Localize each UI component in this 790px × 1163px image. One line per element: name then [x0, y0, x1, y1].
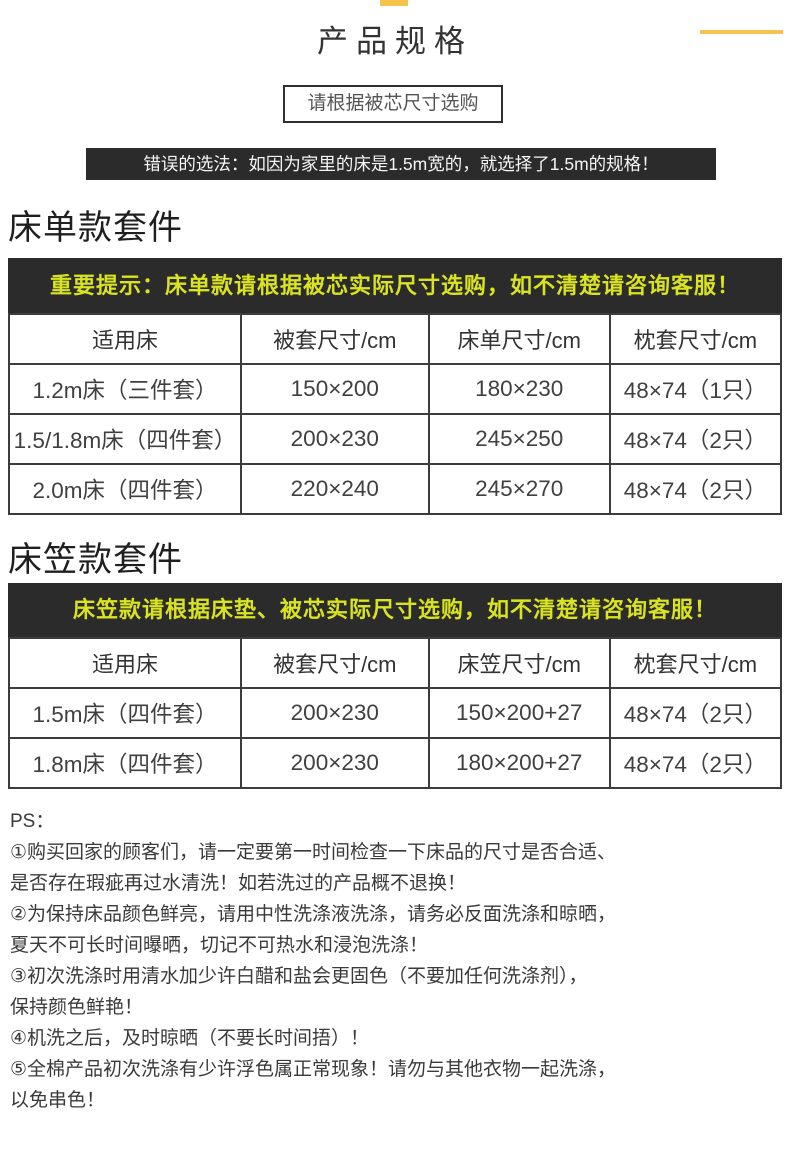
ps-line: 保持颜色鲜艳！ [10, 997, 144, 1018]
col-header-pillowcase: 枕套尺寸/cm [608, 313, 783, 365]
cell-fitted: 180×200+27 [427, 737, 611, 789]
ps-line: 夏天不可长时间曝晒，切记不可热水和浸泡洗涤！ [10, 935, 429, 956]
cell-bed: 1.5m床（四件套） [8, 687, 242, 739]
cell-fitted: 150×200+27 [427, 687, 611, 739]
cell-pillow: 48×74（2只） [608, 737, 783, 789]
table-row: 2.0m床（四件套） 220×240 245×270 48×74（2只） [8, 463, 783, 515]
cell-bed: 1.8m床（四件套） [8, 737, 242, 789]
table-row: 1.8m床（四件套） 200×230 180×200+27 48×74（2只） [8, 737, 783, 789]
sheet-section-notice: 重要提示：床单款请根据被芯实际尺寸选购，如不清楚请咨询客服！ [8, 258, 782, 313]
cell-sheet: 245×250 [427, 413, 611, 465]
ps-line: 是否存在瑕疵再过水清洗！如若洗过的产品概不退换！ [10, 873, 467, 894]
table-row: 1.5m床（四件套） 200×230 150×200+27 48×74（2只） [8, 687, 783, 739]
col-header-bed: 适用床 [8, 313, 242, 365]
col-header-duvet-cover: 被套尺寸/cm [239, 637, 430, 689]
fitted-spec-table: 适用床 被套尺寸/cm 床笠尺寸/cm 枕套尺寸/cm 1.5m床（四件套） 2… [8, 637, 783, 789]
cell-duvet: 200×230 [239, 737, 430, 789]
ps-line: ④机洗之后，及时晾晒（不要长时间捂）！ [10, 1028, 370, 1049]
title-accent-line [700, 30, 783, 34]
wrong-choice-banner: 错误的选法：如因为家里的床是1.5m宽的，就选择了1.5m的规格！ [86, 148, 716, 180]
sheet-section-heading: 床单款套件 [8, 209, 183, 247]
col-header-pillowcase: 枕套尺寸/cm [608, 637, 783, 689]
cell-pillow: 48×74（2只） [608, 687, 783, 739]
cell-duvet: 150×200 [239, 363, 430, 415]
fitted-section-notice: 床笠款请根据床垫、被芯实际尺寸选购，如不清楚请咨询客服！ [8, 583, 782, 637]
cell-sheet: 180×230 [427, 363, 611, 415]
cell-bed: 1.5/1.8m床（四件套） [8, 413, 242, 465]
table-row: 1.2m床（三件套） 150×200 180×230 48×74（1只） [8, 363, 783, 415]
table-row: 1.5/1.8m床（四件套） 200×230 245×250 48×74（2只） [8, 413, 783, 465]
ps-line: ①购买回家的顾客们，请一定要第一时间检查一下床品的尺寸是否合适、 [10, 842, 617, 863]
cell-bed: 2.0m床（四件套） [8, 463, 242, 515]
fitted-section-heading: 床笠款套件 [8, 541, 183, 579]
ps-line: 以免串色！ [10, 1090, 106, 1111]
ps-notes: PS： ①购买回家的顾客们，请一定要第一时间检查一下床品的尺寸是否合适、 是否存… [10, 806, 780, 1116]
cell-pillow: 48×74（2只） [608, 463, 783, 515]
sheet-spec-table: 适用床 被套尺寸/cm 床单尺寸/cm 枕套尺寸/cm 1.2m床（三件套） 1… [8, 313, 783, 515]
cell-duvet: 200×230 [239, 413, 430, 465]
col-header-sheet-size: 床单尺寸/cm [427, 313, 611, 365]
cell-pillow: 48×74（2只） [608, 413, 783, 465]
page-title: 产品规格 [317, 24, 473, 59]
table-header-row: 适用床 被套尺寸/cm 床单尺寸/cm 枕套尺寸/cm [8, 313, 783, 365]
ps-label: PS： [10, 811, 55, 832]
cell-duvet: 200×230 [239, 687, 430, 739]
col-header-duvet-cover: 被套尺寸/cm [239, 313, 430, 365]
title-accent-dash [380, 0, 408, 6]
cell-duvet: 220×240 [239, 463, 430, 515]
table-header-row: 适用床 被套尺寸/cm 床笠尺寸/cm 枕套尺寸/cm [8, 637, 783, 689]
cell-sheet: 245×270 [427, 463, 611, 515]
intro-tip-box: 请根据被芯尺寸选购 [283, 85, 503, 123]
col-header-fitted-size: 床笠尺寸/cm [427, 637, 611, 689]
ps-line: ⑤全棉产品初次洗涤有少许浮色属正常现象！请勿与其他衣物一起洗涤， [10, 1059, 617, 1080]
cell-bed: 1.2m床（三件套） [8, 363, 242, 415]
col-header-bed: 适用床 [8, 637, 242, 689]
ps-line: ③初次洗涤时用清水加少许白醋和盐会更固色（不要加任何洗涤剂）， [10, 966, 588, 987]
cell-pillow: 48×74（1只） [608, 363, 783, 415]
ps-line: ②为保持床品颜色鲜亮，请用中性洗涤液洗涤，请务必反面洗涤和晾晒， [10, 904, 617, 925]
